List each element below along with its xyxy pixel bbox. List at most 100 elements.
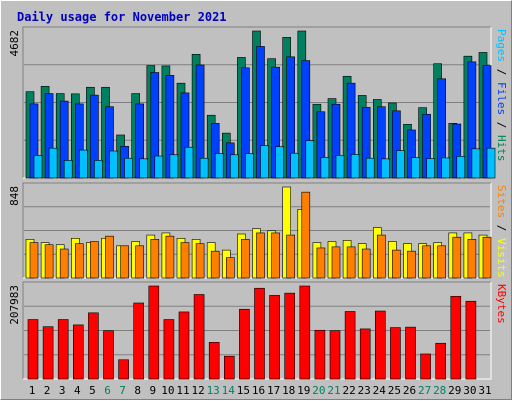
legend-entry: / xyxy=(495,115,508,135)
bar-kbytes xyxy=(57,319,69,380)
x-tick-label: 17 xyxy=(267,384,280,397)
legend-entry: / xyxy=(495,218,508,238)
legend-entry: Visits xyxy=(495,238,508,278)
y-max-label: 4682 xyxy=(8,30,21,57)
bar-pages xyxy=(396,150,405,179)
series-sites xyxy=(29,191,492,279)
legend-entry: Files xyxy=(495,82,508,115)
bar-pages xyxy=(456,156,466,179)
bar-sites xyxy=(150,239,160,279)
x-axis-labels: 1 2 3 4 5 6 7 8 9 10 11 12 13 14 15 16 17 18 19 20 21 22 23 24 2… xyxy=(29,384,492,397)
bar-pages xyxy=(154,155,164,179)
bar-kbytes xyxy=(269,295,280,380)
x-tick-label: 15 xyxy=(237,384,250,397)
x-tick-label: 13 xyxy=(207,384,220,397)
bar-sites xyxy=(135,245,144,279)
bar-sites xyxy=(407,250,416,279)
panel-legend: KBytes xyxy=(495,284,508,324)
x-tick-label: 22 xyxy=(342,384,355,397)
x-tick-label: 9 xyxy=(149,384,156,397)
bar-sites xyxy=(331,246,341,279)
x-tick-label: 2 xyxy=(44,384,51,397)
bar-sites xyxy=(226,257,235,279)
bar-kbytes xyxy=(450,295,462,380)
x-tick-label: 29 xyxy=(448,384,461,397)
bar-kbytes xyxy=(178,311,190,380)
bar-sites xyxy=(376,234,386,279)
legend-entry: Hits xyxy=(495,135,508,162)
bar-sites xyxy=(59,248,69,279)
bar-kbytes xyxy=(239,308,250,380)
bar-sites xyxy=(316,247,326,279)
x-tick-label: 10 xyxy=(161,384,174,397)
panel-border-dark xyxy=(22,281,491,379)
bar-sites xyxy=(44,244,54,279)
x-tick-label: 20 xyxy=(312,384,325,397)
bar-kbytes xyxy=(224,355,235,380)
bar-kbytes xyxy=(42,326,54,380)
x-tick-label: 1 xyxy=(29,384,36,397)
bar-pages xyxy=(184,146,194,179)
bar-sites xyxy=(75,243,84,279)
panel-pages-files-hits: 4682 Pages / Files / Hits xyxy=(8,26,508,179)
bar-kbytes xyxy=(284,292,296,380)
bar-pages xyxy=(230,154,239,179)
bar-kbytes xyxy=(118,359,129,380)
x-tick-label: 12 xyxy=(191,384,204,397)
series-files xyxy=(29,46,492,179)
x-tick-label: 7 xyxy=(119,384,126,397)
panel-legend: Pages / Files / Hits xyxy=(495,29,508,162)
panel-border-dark xyxy=(22,182,491,278)
bar-kbytes xyxy=(329,330,341,380)
bar-sites xyxy=(286,234,296,279)
legend-entry: Sites xyxy=(495,185,508,218)
bar-pages xyxy=(426,158,435,179)
bar-kbytes xyxy=(359,328,371,380)
bar-pages xyxy=(139,158,148,179)
bar-kbytes xyxy=(435,342,447,380)
x-tick-label: 11 xyxy=(176,384,189,397)
bar-pages xyxy=(169,154,179,179)
bar-sites xyxy=(346,246,356,279)
x-tick-label: 6 xyxy=(104,384,111,397)
bar-sites xyxy=(392,249,401,279)
legend-entry: / xyxy=(495,62,508,82)
x-tick-label: 31 xyxy=(478,384,491,397)
bar-pages xyxy=(471,148,481,179)
x-tick-label: 19 xyxy=(297,384,310,397)
series-kbytes xyxy=(27,285,477,380)
bar-pages xyxy=(33,155,43,179)
bar-kbytes xyxy=(314,329,326,380)
x-tick-label: 5 xyxy=(89,384,96,397)
bar-kbytes xyxy=(405,326,416,380)
bar-kbytes xyxy=(133,302,144,380)
bar-kbytes xyxy=(148,285,160,380)
panel-legend: Sites / Visits xyxy=(495,185,508,278)
bar-pages xyxy=(199,157,209,179)
panel-sites-visits: 848 Sites / Visits xyxy=(8,182,508,279)
chart-panels: 4682 Pages / Files / Hits 848 Sites / Visit… xyxy=(8,26,508,380)
x-tick-label: 25 xyxy=(388,384,401,397)
bar-sites xyxy=(437,245,447,279)
bar-sites xyxy=(467,239,477,279)
bar-kbytes xyxy=(465,300,477,380)
bar-pages xyxy=(48,147,58,179)
bar-pages xyxy=(380,158,390,179)
bar-kbytes xyxy=(254,287,265,380)
panel-border-dark xyxy=(22,26,491,178)
bar-pages xyxy=(214,153,224,179)
x-tick-label: 26 xyxy=(403,384,416,397)
bar-pages xyxy=(109,150,118,179)
bar-pages xyxy=(94,160,103,179)
bar-sites xyxy=(452,236,462,279)
bar-sites xyxy=(301,191,311,279)
x-tick-label: 8 xyxy=(134,384,141,397)
bar-kbytes xyxy=(103,330,114,380)
bar-kbytes xyxy=(27,319,39,380)
bar-sites xyxy=(241,239,250,279)
x-tick-label: 3 xyxy=(59,384,66,397)
bar-pages xyxy=(486,147,496,179)
bar-pages xyxy=(320,157,330,179)
bar-pages xyxy=(350,154,360,179)
